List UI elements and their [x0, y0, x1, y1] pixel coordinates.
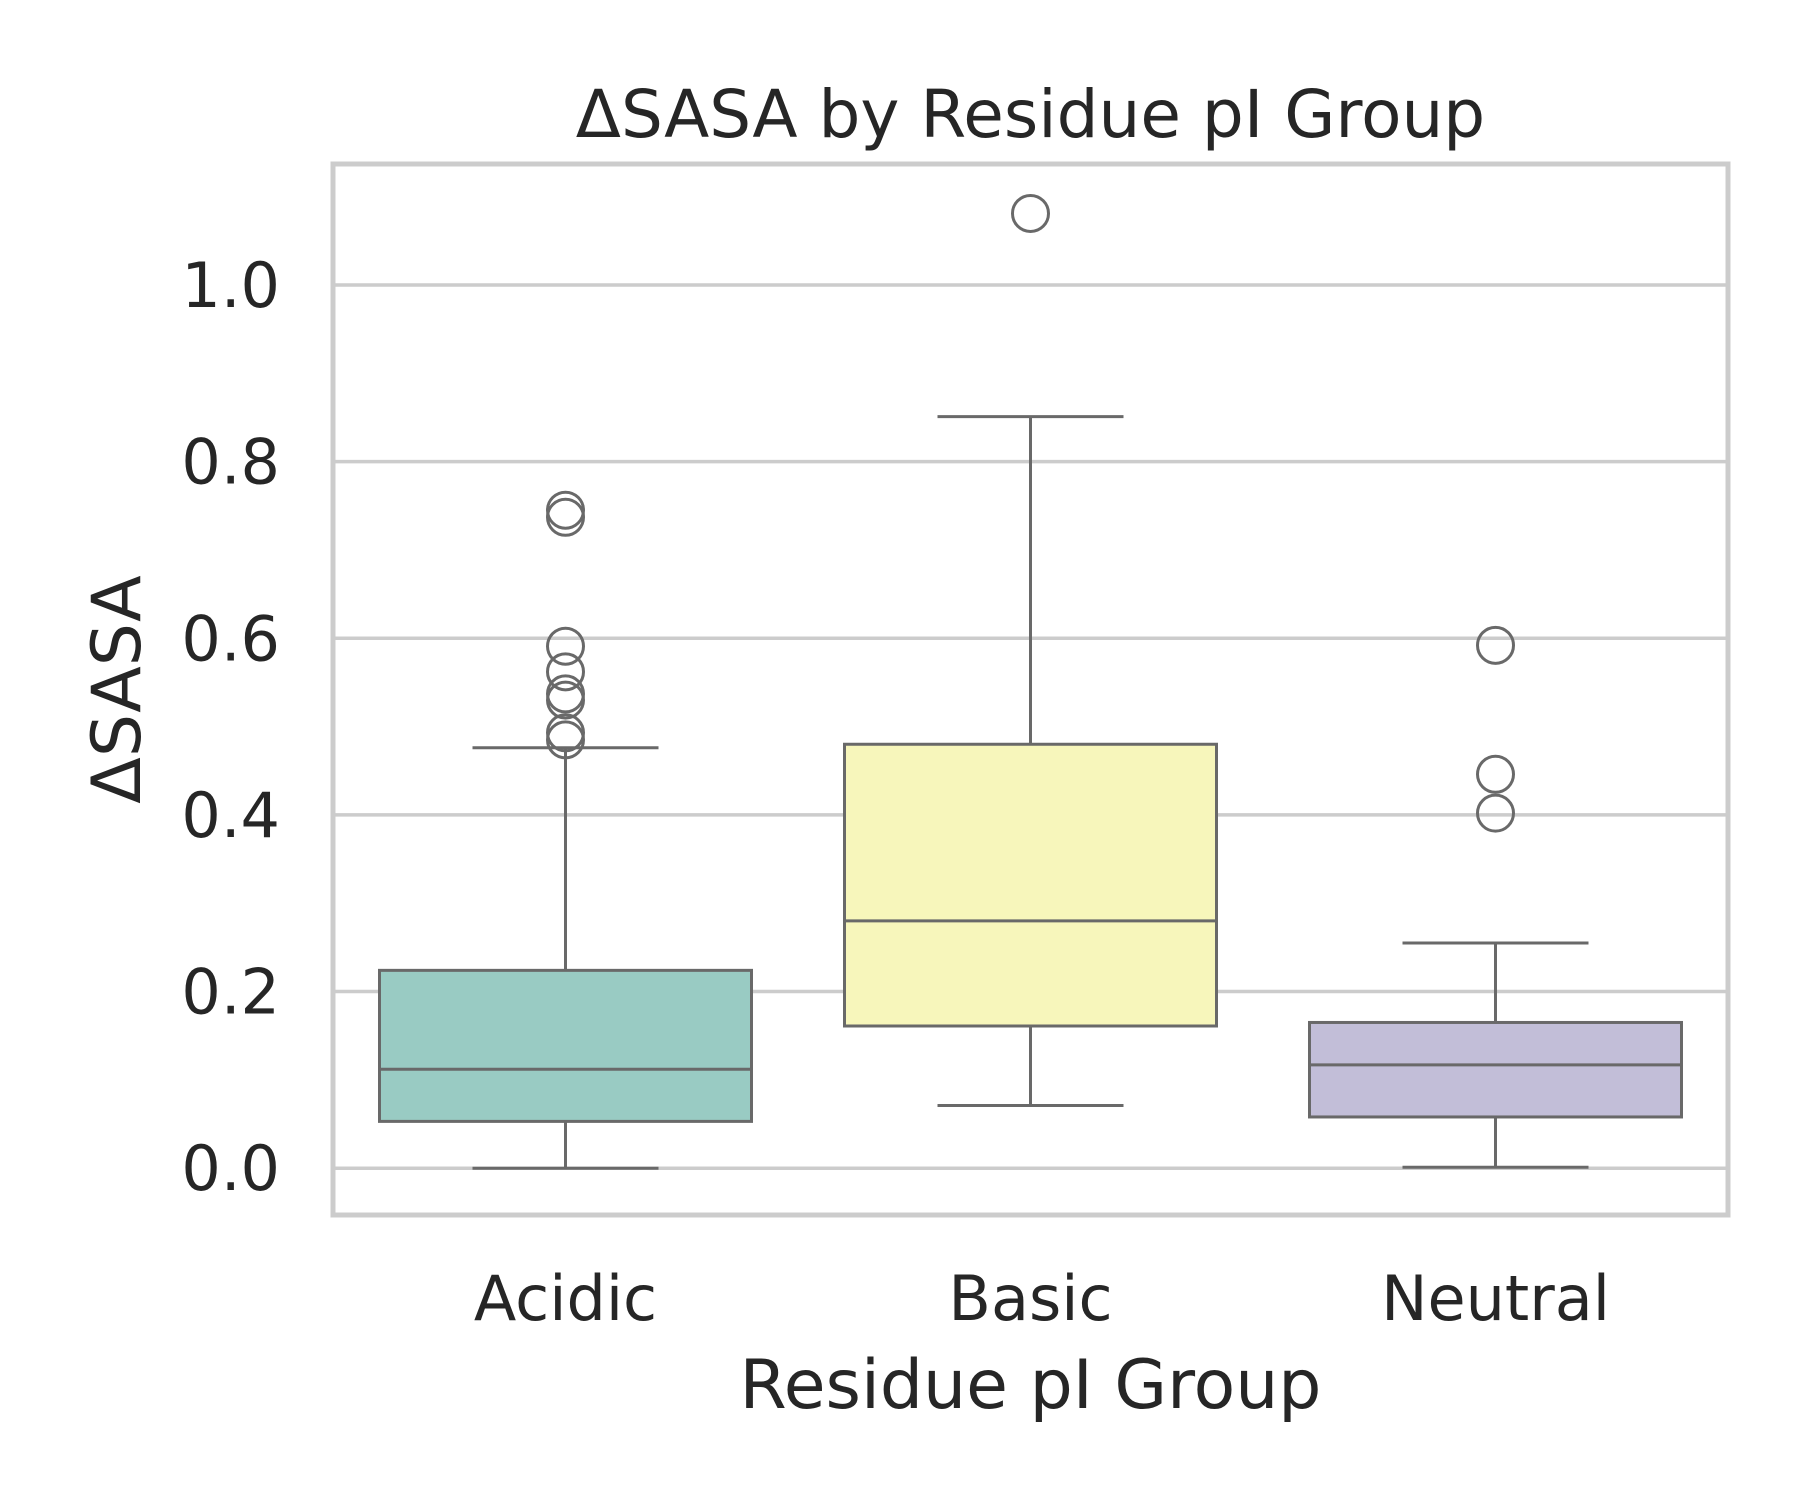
iqr-box	[378, 968, 753, 1123]
outlier-point	[1476, 754, 1515, 794]
chart-title: ΔSASA by Residue pI Group	[576, 76, 1485, 153]
outlier-point	[546, 680, 585, 720]
x-axis-label: Residue pI Group	[740, 1346, 1322, 1425]
box-basic	[843, 193, 1218, 1107]
outlier-point	[546, 497, 585, 537]
y-tick-label: 0.2	[181, 956, 280, 1029]
outlier-point	[546, 652, 585, 692]
outlier-point	[1476, 625, 1515, 665]
outlier-point	[1011, 193, 1050, 233]
iqr-box	[843, 742, 1218, 1028]
box-layer	[378, 193, 1683, 1170]
x-tick-label: Neutral	[1381, 1262, 1610, 1335]
outlier-point	[546, 720, 585, 760]
plot-frame	[330, 161, 1731, 1218]
x-tick-label: Acidic	[474, 1262, 657, 1335]
iqr-box	[1308, 1020, 1683, 1119]
y-tick-label: 1.0	[181, 249, 280, 322]
y-axis-label: ΔSASA	[78, 575, 157, 803]
outlier-point	[546, 626, 585, 666]
tick-label-layer: 0.0 0.2 0.4 0.6 0.8 1.0 Acidic Basic Neutral	[181, 249, 1610, 1335]
y-tick-label: 0.0	[181, 1132, 280, 1205]
x-tick-label: Basic	[948, 1262, 1112, 1335]
y-tick-label: 0.4	[181, 779, 280, 852]
box-neutral	[1308, 625, 1683, 1169]
y-tick-label: 0.8	[181, 426, 280, 499]
box-acidic	[378, 490, 753, 1170]
y-tick-label: 0.6	[181, 602, 280, 675]
outlier-point	[1476, 793, 1515, 833]
